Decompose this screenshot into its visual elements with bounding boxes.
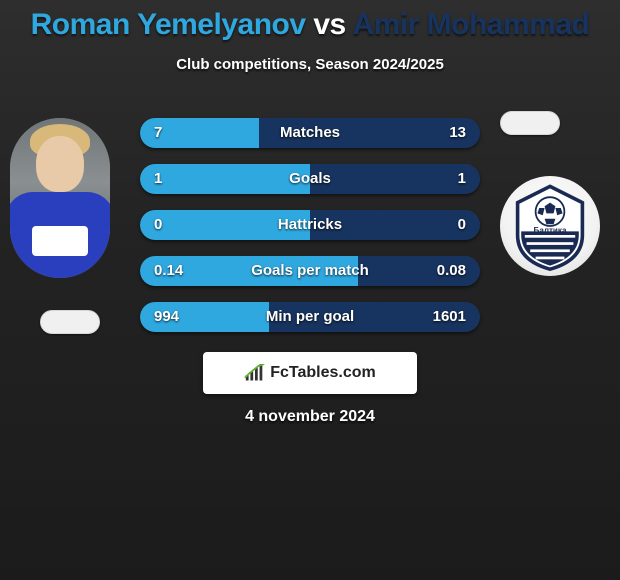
player2-crest: Балтика [500, 176, 600, 276]
title-player2: Amir Mohammad [352, 8, 589, 41]
player1-photo [10, 118, 110, 278]
bar-value-right: 0 [458, 210, 466, 240]
snapshot-date: 4 november 2024 [0, 408, 620, 426]
crest-text: Балтика [534, 226, 567, 235]
bar-label: Goals per match [251, 256, 369, 286]
bar-value-left: 1 [154, 164, 162, 194]
player2-flag [500, 111, 560, 135]
title-vs: vs [313, 8, 345, 41]
stat-row: 0.14 0.08 Goals per match [140, 256, 480, 286]
photo-shirt [10, 192, 110, 278]
stat-row: 994 1601 Min per goal [140, 302, 480, 332]
bar-value-right: 13 [449, 118, 466, 148]
title-player1: Roman Yemelyanov [31, 8, 306, 41]
player1-flag [40, 310, 100, 334]
subtitle: Club competitions, Season 2024/2025 [0, 56, 620, 73]
logo-text: FcTables.com [270, 364, 376, 382]
bar-value-right: 1 [458, 164, 466, 194]
chart-icon [244, 364, 266, 382]
bar-right-fill [310, 164, 480, 194]
stat-bars: 7 13 Matches 1 1 Goals 0 0 Hattricks 0.14 0.08 Goal… [140, 118, 480, 348]
bar-value-right: 0.08 [437, 256, 466, 286]
bar-label: Goals [289, 164, 331, 194]
bar-value-left: 994 [154, 302, 179, 332]
site-logo[interactable]: FcTables.com [203, 352, 417, 394]
bar-value-right: 1601 [433, 302, 466, 332]
bar-value-left: 7 [154, 118, 162, 148]
crest-svg: Балтика [505, 181, 595, 271]
stat-row: 0 0 Hattricks [140, 210, 480, 240]
photo-head [36, 136, 84, 192]
comparison-card: Roman Yemelyanov vs Amir Mohammad Club c… [0, 0, 620, 580]
stat-row: 7 13 Matches [140, 118, 480, 148]
bar-label: Matches [280, 118, 340, 148]
bar-left-fill [140, 164, 310, 194]
bar-value-left: 0.14 [154, 256, 183, 286]
bar-label: Min per goal [266, 302, 354, 332]
bar-label: Hattricks [278, 210, 342, 240]
bar-value-left: 0 [154, 210, 162, 240]
page-title: Roman Yemelyanov vs Amir Mohammad [0, 8, 620, 42]
stat-row: 1 1 Goals [140, 164, 480, 194]
